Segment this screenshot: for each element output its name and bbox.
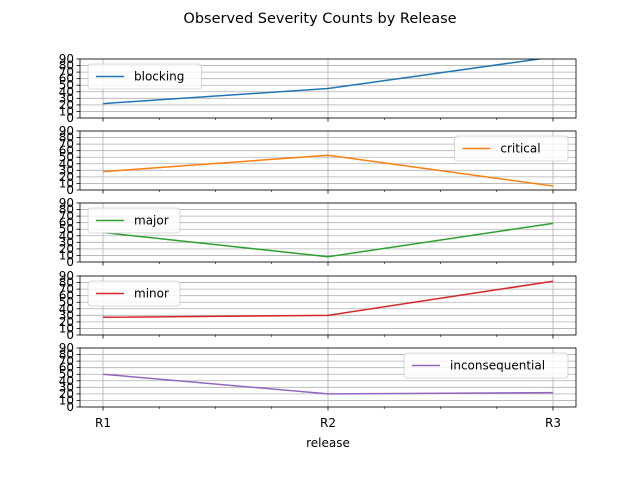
legend: critical <box>453 135 569 162</box>
x-tick-label: R3 <box>545 416 561 430</box>
y-tick-label: 80 <box>59 59 74 73</box>
y-tick-label: 40 <box>59 374 74 388</box>
y-tick-label: 0 <box>66 400 74 414</box>
y-tick-label: 70 <box>59 65 74 79</box>
legend-label: blocking <box>134 70 184 84</box>
axes-frame <box>79 347 577 408</box>
y-tick-label: 40 <box>59 85 74 99</box>
y-tick-label: 10 <box>59 321 74 335</box>
y-tick-label: 70 <box>59 354 74 368</box>
y-tick-label: 80 <box>59 131 74 145</box>
y-tick-label: 70 <box>59 209 74 223</box>
y-tick-label: 40 <box>59 229 74 243</box>
legend-box <box>87 63 202 90</box>
y-tick-label: 40 <box>59 302 74 316</box>
legend-label: major <box>134 214 169 228</box>
y-tick-label: 90 <box>59 269 74 283</box>
y-tick-label: 60 <box>59 72 74 86</box>
legend-label: critical <box>500 142 540 156</box>
y-tick-label: 10 <box>59 393 74 407</box>
y-tick-label: 90 <box>59 124 74 138</box>
y-tick-label: 90 <box>59 196 74 210</box>
y-tick-label: 20 <box>59 242 74 256</box>
y-tick-label: 50 <box>59 222 74 236</box>
y-tick-label: 30 <box>59 91 74 105</box>
y-tick-label: 60 <box>59 361 74 375</box>
subplot-panels: 0102030405060708090blocking0102030405060… <box>59 52 577 414</box>
axes-frame <box>79 130 577 191</box>
y-tick-label: 30 <box>59 380 74 394</box>
x-axis-label: release <box>306 436 350 450</box>
y-tick-label: 10 <box>59 176 74 190</box>
x-tick-label: R1 <box>95 416 111 430</box>
y-tick-label: 10 <box>59 104 74 118</box>
y-tick-label: 40 <box>59 157 74 171</box>
legend-label: inconsequential <box>450 359 545 373</box>
y-tick-label: 0 <box>66 328 74 342</box>
y-tick-label: 0 <box>66 255 74 269</box>
y-tick-label: 50 <box>59 367 74 381</box>
y-tick-label: 80 <box>59 203 74 217</box>
y-tick-label: 10 <box>59 248 74 262</box>
y-tick-label: 30 <box>59 163 74 177</box>
legend: minor <box>87 280 181 307</box>
y-tick-label: 70 <box>59 137 74 151</box>
y-tick-label: 50 <box>59 78 74 92</box>
axes-frame <box>79 202 577 263</box>
y-tick-label: 50 <box>59 295 74 309</box>
x-axis-ticks: R1 R2 R3 <box>95 416 561 430</box>
y-tick-label: 20 <box>59 98 74 112</box>
y-tick-label: 30 <box>59 235 74 249</box>
y-tick-label: 30 <box>59 308 74 322</box>
y-tick-label: 60 <box>59 216 74 230</box>
legend-box <box>87 207 181 234</box>
y-tick-label: 0 <box>66 111 74 125</box>
y-tick-label: 20 <box>59 387 74 401</box>
legend-box <box>87 280 181 307</box>
axes-frame <box>79 275 577 336</box>
x-tick-label: R2 <box>320 416 336 430</box>
chart-title: Observed Severity Counts by Release <box>183 11 456 27</box>
y-tick-label: 60 <box>59 289 74 303</box>
axes-frame <box>79 58 577 119</box>
legend-label: minor <box>134 287 169 301</box>
y-tick-label: 50 <box>59 150 74 164</box>
legend: inconsequential <box>403 352 569 379</box>
y-tick-label: 80 <box>59 348 74 362</box>
legend: major <box>87 207 181 234</box>
y-tick-label: 90 <box>59 341 74 355</box>
y-tick-label: 20 <box>59 315 74 329</box>
y-tick-label: 60 <box>59 144 74 158</box>
y-tick-label: 90 <box>59 52 74 66</box>
legend-box <box>453 135 569 162</box>
y-tick-label: 70 <box>59 282 74 296</box>
y-tick-label: 80 <box>59 276 74 290</box>
y-tick-label: 0 <box>66 183 74 197</box>
y-tick-label: 20 <box>59 170 74 184</box>
legend-box <box>403 352 569 379</box>
legend: blocking <box>87 63 202 90</box>
